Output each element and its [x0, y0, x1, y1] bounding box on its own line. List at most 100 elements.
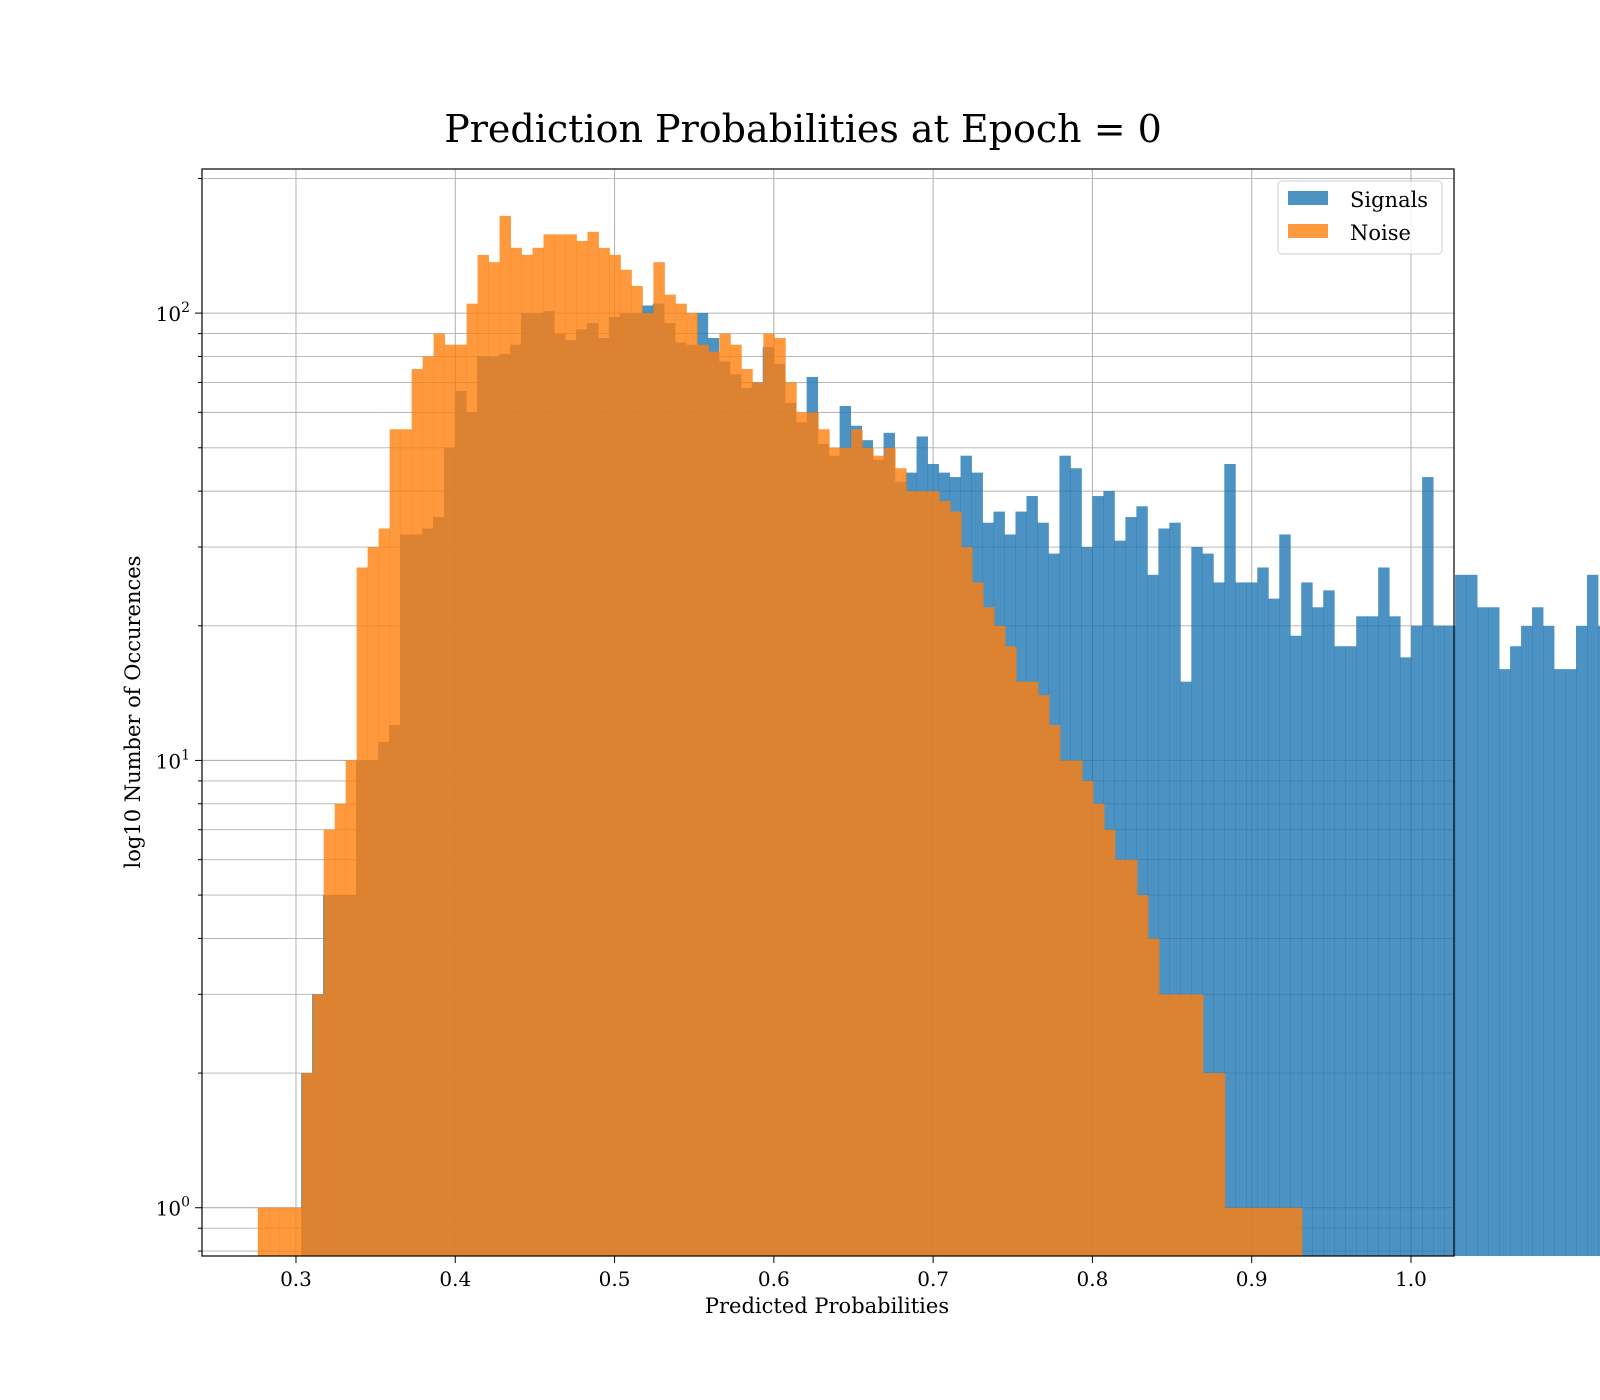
- x-tick-label: 0.8: [1077, 1267, 1109, 1291]
- histogram-bar-noise: [1268, 1207, 1281, 1256]
- histogram-bar-noise: [279, 1207, 292, 1256]
- histogram-bar-signals: [1323, 590, 1335, 1256]
- histogram-bar-signals: [1378, 567, 1390, 1256]
- x-tick-label: 0.6: [758, 1267, 790, 1291]
- histogram-bar-noise: [565, 234, 577, 1256]
- histogram-bar-noise: [1213, 1073, 1226, 1256]
- histogram-bar-noise: [1180, 994, 1193, 1256]
- histogram-bar-noise: [1049, 725, 1061, 1256]
- histogram-bar-noise: [763, 333, 775, 1256]
- plot-area-frame: [201, 168, 1455, 1257]
- histogram-bar-noise: [1126, 859, 1138, 1256]
- histogram-bar-noise: [972, 582, 984, 1256]
- histogram-bar-noise: [1093, 803, 1105, 1256]
- histogram-bar-noise: [1191, 994, 1204, 1256]
- histogram-bar-noise: [928, 491, 940, 1257]
- histogram-bar-noise: [840, 447, 852, 1256]
- x-tick-label: 0.3: [280, 1267, 312, 1291]
- histogram-bar-signals: [1147, 574, 1159, 1256]
- histogram-bar-signals: [1367, 616, 1379, 1256]
- histogram-bar-noise: [796, 412, 808, 1256]
- y-axis-label: log10 Number of Occurences: [121, 556, 145, 869]
- histogram-bar-noise: [1169, 994, 1182, 1256]
- histogram-bar-noise: [1027, 681, 1039, 1256]
- histogram-bar-noise: [1246, 1207, 1259, 1256]
- legend: Signals Noise: [1277, 180, 1443, 255]
- histogram-bar-noise: [488, 262, 500, 1257]
- histogram-bar-noise: [433, 333, 445, 1256]
- histogram-bar-noise: [257, 1207, 270, 1256]
- histogram-bar-noise: [290, 1207, 303, 1256]
- histogram-bar-signals: [1543, 625, 1555, 1256]
- histogram-bar-noise: [455, 344, 467, 1256]
- histogram-bar-noise: [741, 369, 753, 1256]
- histogram-bar-noise: [444, 344, 456, 1256]
- histogram-bar-noise: [367, 547, 380, 1256]
- histogram-bar-noise: [466, 303, 478, 1256]
- y-tick-label: 100: [156, 1195, 190, 1221]
- histogram-bar-noise: [1038, 695, 1050, 1256]
- histogram-bar-noise: [268, 1207, 281, 1256]
- histogram-bar-noise: [906, 491, 918, 1257]
- histogram-bar-noise: [1115, 859, 1127, 1256]
- histogram-bar-signals: [1169, 522, 1181, 1256]
- histogram-bar-signals: [1356, 616, 1368, 1256]
- histogram-bar-noise: [719, 333, 731, 1256]
- histogram-bar-signals: [1565, 669, 1577, 1256]
- histogram-bar-noise: [422, 356, 435, 1257]
- histogram-bar-noise: [851, 429, 863, 1256]
- x-tick-label: 0.4: [439, 1267, 471, 1291]
- histogram-bar-signals: [1433, 625, 1445, 1256]
- histogram-bar-noise: [675, 303, 687, 1256]
- histogram-bar-noise: [939, 501, 951, 1256]
- histogram-bar-noise: [1060, 760, 1072, 1256]
- histogram-bar-noise: [1016, 681, 1028, 1256]
- histogram-bar-signals: [1411, 625, 1423, 1256]
- histogram-bar-noise: [378, 528, 391, 1256]
- histogram-bar-noise: [917, 491, 929, 1257]
- histogram-bar-signals: [1587, 574, 1599, 1256]
- y-tick-label: 101: [156, 747, 190, 773]
- histogram-bar-noise: [829, 447, 841, 1256]
- histogram-bar-signals: [1202, 553, 1214, 1256]
- histogram-bar-noise: [1005, 646, 1017, 1256]
- histogram-bar-signals: [1521, 625, 1533, 1256]
- x-tick-label: 0.5: [599, 1267, 631, 1291]
- legend-swatch-signals: [1288, 191, 1328, 205]
- series-noise: [257, 215, 1303, 1257]
- histogram-bar-noise: [862, 447, 874, 1256]
- histogram-bar-signals: [1444, 625, 1456, 1256]
- legend-swatch-noise: [1288, 224, 1328, 238]
- histogram-bar-noise: [895, 468, 907, 1256]
- histogram-bar-noise: [697, 344, 709, 1256]
- histogram-bar-signals: [1224, 463, 1236, 1256]
- legend-label-signals: Signals: [1350, 188, 1428, 212]
- histogram-bar-noise: [1235, 1207, 1248, 1256]
- histogram-bar-signals: [1301, 582, 1313, 1256]
- histogram-bar-noise: [510, 247, 522, 1256]
- histogram-bar-signals: [1532, 607, 1544, 1256]
- histogram-bar-noise: [345, 760, 358, 1256]
- histogram-bar-noise: [609, 254, 621, 1256]
- histogram-bar-noise: [576, 240, 588, 1257]
- histogram-bar-signals: [1180, 681, 1192, 1256]
- histogram-bar-signals: [1499, 669, 1511, 1256]
- histogram-bar-noise: [543, 234, 555, 1256]
- histogram-bar-noise: [477, 254, 489, 1256]
- y-tick-label: 102: [156, 300, 190, 326]
- histogram-bar-noise: [884, 447, 896, 1256]
- histogram-bar-signals: [1510, 646, 1522, 1256]
- histogram-bar-signals: [1158, 528, 1170, 1256]
- histogram-bar-noise: [1224, 1207, 1237, 1256]
- histogram-bar-noise: [873, 455, 885, 1256]
- histogram-bar-noise: [521, 254, 533, 1256]
- histogram-bar-noise: [642, 313, 654, 1256]
- x-tick-label: 0.9: [1236, 1267, 1268, 1291]
- histogram-bar-signals: [1488, 607, 1500, 1256]
- histogram-bar-noise: [389, 429, 402, 1256]
- histogram-bar-noise: [598, 247, 610, 1256]
- histogram-bar-noise: [1071, 760, 1083, 1256]
- histogram-bar-signals: [1279, 534, 1291, 1256]
- histogram-bar-signals: [1576, 625, 1588, 1256]
- histogram-bar-noise: [983, 607, 995, 1256]
